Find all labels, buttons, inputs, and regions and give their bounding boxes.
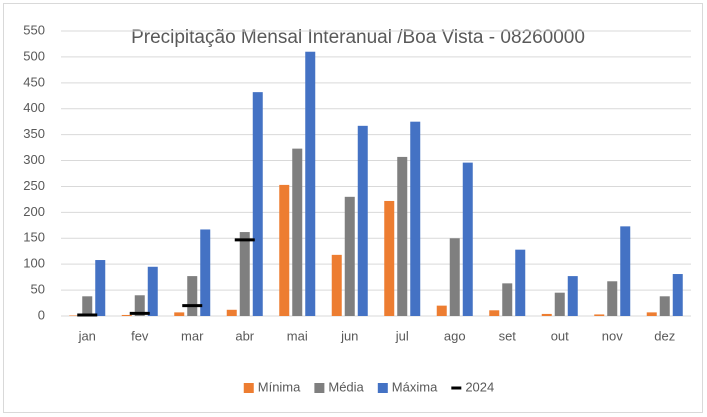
bar xyxy=(187,276,198,316)
x-tick-label: fev xyxy=(131,328,149,343)
x-tick-label: mar xyxy=(181,328,204,343)
legend-swatch xyxy=(377,383,388,393)
bar xyxy=(226,309,237,316)
bar xyxy=(462,162,473,316)
legend-label: Máxima xyxy=(392,379,438,394)
bar xyxy=(554,292,565,316)
bar xyxy=(82,296,93,316)
y-tick-label: 50 xyxy=(31,282,45,297)
bar xyxy=(200,229,211,316)
y-tick-label: 200 xyxy=(23,204,45,219)
bar xyxy=(331,254,342,316)
y-tick-label: 550 xyxy=(23,22,45,37)
y-tick-label: 500 xyxy=(23,48,45,63)
x-tick-label: jun xyxy=(340,328,358,343)
bar xyxy=(541,313,552,316)
bar xyxy=(279,184,290,316)
bar xyxy=(449,238,460,316)
bar xyxy=(252,92,263,317)
bar xyxy=(436,305,447,316)
y-tick-label: 300 xyxy=(23,152,45,167)
bar xyxy=(239,232,250,316)
y-tick-label: 150 xyxy=(23,230,45,245)
y-tick-label: 250 xyxy=(23,178,45,193)
bar xyxy=(134,295,145,316)
y-tick-label: 350 xyxy=(23,126,45,141)
x-tick-label: dez xyxy=(654,328,675,343)
bar xyxy=(672,274,683,316)
legend-label: Média xyxy=(328,379,364,394)
chart-title: Precipitação Mensal Interanual /Boa Vist… xyxy=(131,27,585,48)
y-tick-label: 100 xyxy=(23,256,45,271)
bar xyxy=(357,125,368,316)
bar xyxy=(397,156,408,316)
bar xyxy=(147,266,158,316)
x-tick-label: mai xyxy=(287,328,308,343)
legend-label: Mínima xyxy=(258,379,301,394)
legend-label: 2024 xyxy=(465,379,494,394)
x-tick-label: set xyxy=(499,328,517,343)
bar xyxy=(69,315,80,316)
bar xyxy=(410,121,421,316)
bar xyxy=(292,148,303,316)
bar xyxy=(567,276,578,316)
bar xyxy=(174,312,185,316)
bar xyxy=(95,260,106,316)
bar xyxy=(384,200,395,316)
bar xyxy=(594,314,605,316)
y-tick-label: 400 xyxy=(23,100,45,115)
y-tick-label: 450 xyxy=(23,74,45,89)
x-tick-label: out xyxy=(551,328,569,343)
legend-swatch xyxy=(314,383,325,393)
bar xyxy=(489,310,500,316)
bar xyxy=(344,196,355,316)
x-tick-label: ago xyxy=(444,328,466,343)
bar xyxy=(305,51,316,317)
bar xyxy=(515,249,526,316)
x-tick-label: abr xyxy=(235,328,254,343)
legend-swatch xyxy=(243,383,254,393)
y-tick-label: 0 xyxy=(38,307,45,322)
bar xyxy=(121,314,132,316)
x-tick-label: jan xyxy=(78,328,96,343)
x-tick-label: nov xyxy=(602,328,623,343)
bar xyxy=(502,283,513,316)
bar xyxy=(607,281,618,316)
bar xyxy=(659,296,670,316)
bar xyxy=(646,312,657,316)
x-tick-label: jul xyxy=(395,328,409,343)
bar xyxy=(620,226,631,316)
